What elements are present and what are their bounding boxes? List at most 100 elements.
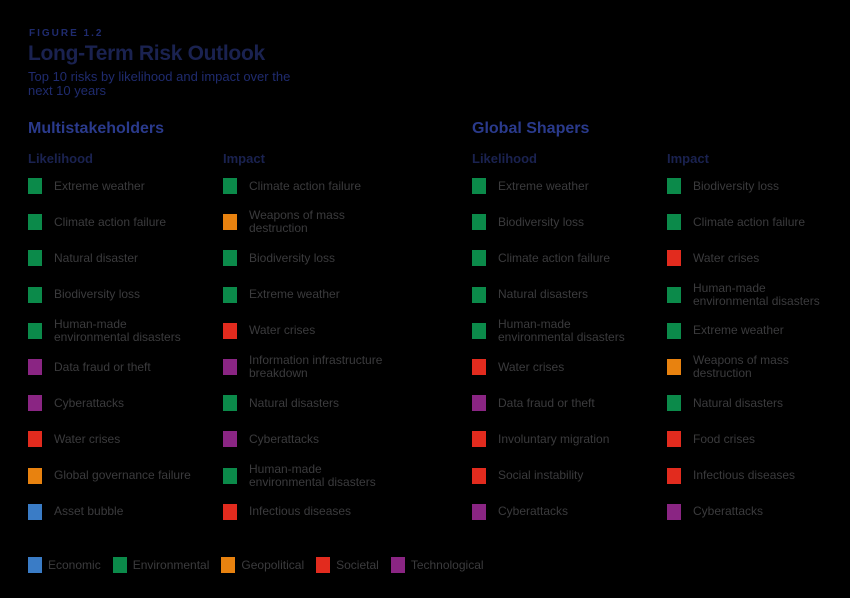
legend: Economic Environmental Geopolitical Societa…	[28, 557, 496, 573]
risk-label: Cyberattacks	[54, 395, 125, 410]
risk-label: Biodiversity loss	[249, 250, 336, 265]
category-swatch-icon	[223, 178, 237, 194]
legend-item-geopolitical: Geopolitical	[221, 557, 304, 573]
risk-list-item: Cyberattacks	[223, 424, 399, 454]
category-swatch-icon	[667, 395, 681, 412]
category-swatch-icon	[28, 359, 42, 375]
category-swatch-icon	[667, 467, 681, 484]
category-swatch-icon	[28, 214, 42, 231]
category-swatch-icon	[472, 503, 486, 520]
legend-swatch-icon	[112, 557, 127, 573]
category-swatch-icon	[667, 503, 681, 520]
category-swatch-icon	[223, 286, 237, 303]
category-swatch-icon	[667, 359, 681, 375]
legend-swatch-icon	[28, 557, 42, 573]
risk-list-item: Involuntary migration	[472, 424, 648, 454]
risk-label: Weapons of mass destruction	[249, 208, 345, 236]
risk-list-item: Climate action failure	[667, 207, 843, 237]
risk-list-item: Extreme weather	[472, 171, 648, 201]
risk-list-item: Weapons of mass destruction	[223, 207, 399, 237]
risk-list-item: Water crises	[472, 352, 648, 382]
column-header-likelihood: Likelihood	[28, 151, 93, 166]
category-swatch-icon	[472, 214, 486, 231]
risk-label: Natural disasters	[498, 287, 589, 302]
category-swatch-icon	[667, 286, 681, 303]
risk-list-item: Water crises	[223, 316, 399, 346]
risk-list-item: Cyberattacks	[28, 388, 204, 418]
risk-list-item: Cyberattacks	[472, 497, 648, 527]
category-swatch-icon	[223, 322, 237, 339]
risk-list-item: Extreme weather	[223, 280, 399, 310]
legend-label: Economic	[48, 558, 101, 572]
legend-item-societal: Societal	[316, 557, 379, 573]
category-swatch-icon	[223, 359, 237, 375]
legend-swatch-icon	[316, 557, 331, 573]
risk-list-item: Natural disasters	[223, 388, 399, 418]
legend-label: Environmental	[132, 558, 210, 572]
risk-list-item: Global governance failure	[28, 461, 204, 491]
category-swatch-icon	[472, 322, 486, 339]
risk-label: Human-made environmental disasters	[249, 461, 376, 489]
risk-label: Human-made environmental disasters	[693, 280, 820, 308]
risk-label: Climate action failure	[54, 214, 167, 229]
risk-label: Social instability	[498, 468, 584, 483]
risk-label: Asset bubble	[54, 504, 124, 519]
risk-list-item: Climate action failure	[223, 171, 399, 201]
category-swatch-icon	[472, 286, 486, 303]
risk-label: Cyberattacks	[249, 431, 320, 446]
risk-list-item: Water crises	[667, 243, 843, 273]
risk-label: Extreme weather	[693, 323, 784, 338]
category-swatch-icon	[667, 178, 681, 194]
category-swatch-icon	[28, 467, 42, 484]
risk-label: Water crises	[249, 323, 316, 338]
risk-list-item: Water crises	[28, 424, 204, 454]
risk-label: Data fraud or theft	[498, 395, 595, 410]
risk-list-item: Data fraud or theft	[472, 388, 648, 418]
risk-label: Involuntary migration	[498, 431, 610, 446]
risk-list-item: Natural disaster	[28, 243, 204, 273]
risk-list-item: Social instability	[472, 461, 648, 491]
legend-item-environmental: Environmental	[112, 557, 210, 573]
category-swatch-icon	[472, 250, 486, 267]
risk-list-item: Human-made environmental disasters	[28, 316, 204, 346]
risk-list-item: Extreme weather	[667, 316, 843, 346]
legend-swatch-icon	[390, 557, 405, 573]
category-swatch-icon	[28, 395, 42, 412]
risk-label: Global governance failure	[54, 468, 191, 483]
category-swatch-icon	[667, 250, 681, 267]
category-swatch-icon	[472, 178, 486, 194]
risk-label: Biodiversity loss	[693, 178, 780, 193]
risk-label: Infectious diseases	[249, 504, 352, 519]
category-swatch-icon	[472, 467, 486, 484]
risk-list-item: Biodiversity loss	[28, 280, 204, 310]
category-swatch-icon	[28, 250, 42, 267]
risk-list-item: Climate action failure	[472, 243, 648, 273]
risk-label: Data fraud or theft	[54, 359, 151, 374]
risk-list-item: Infectious diseases	[667, 461, 843, 491]
category-swatch-icon	[223, 431, 237, 448]
risk-label: Biodiversity loss	[54, 287, 141, 302]
risk-label: Water crises	[498, 359, 565, 374]
group-title-global-shapers: Global Shapers	[472, 120, 590, 137]
risk-label: Climate action failure	[498, 250, 611, 265]
column-header-impact: Impact	[223, 151, 265, 166]
risk-label: Climate action failure	[249, 178, 362, 193]
category-swatch-icon	[28, 322, 42, 339]
risk-label: Extreme weather	[249, 287, 340, 302]
legend-label: Technological	[410, 558, 484, 572]
risk-list-item: Weapons of mass destruction	[667, 352, 843, 382]
risk-label: Food crises	[693, 431, 756, 446]
risk-list-item: Human-made environmental disasters	[223, 461, 399, 491]
risk-list-item: Natural disasters	[667, 388, 843, 418]
risk-label: Cyberattacks	[693, 504, 764, 519]
category-swatch-icon	[223, 467, 237, 484]
risk-label: Biodiversity loss	[498, 214, 585, 229]
category-swatch-icon	[667, 322, 681, 339]
category-swatch-icon	[223, 214, 237, 231]
risk-list-item: Data fraud or theft	[28, 352, 204, 382]
risk-label: Infectious diseases	[693, 468, 796, 483]
risk-list-item: Human-made environmental disasters	[472, 316, 648, 346]
legend-swatch-icon	[221, 557, 236, 573]
category-swatch-icon	[223, 395, 237, 412]
legend-item-technological: Technological	[390, 557, 484, 573]
